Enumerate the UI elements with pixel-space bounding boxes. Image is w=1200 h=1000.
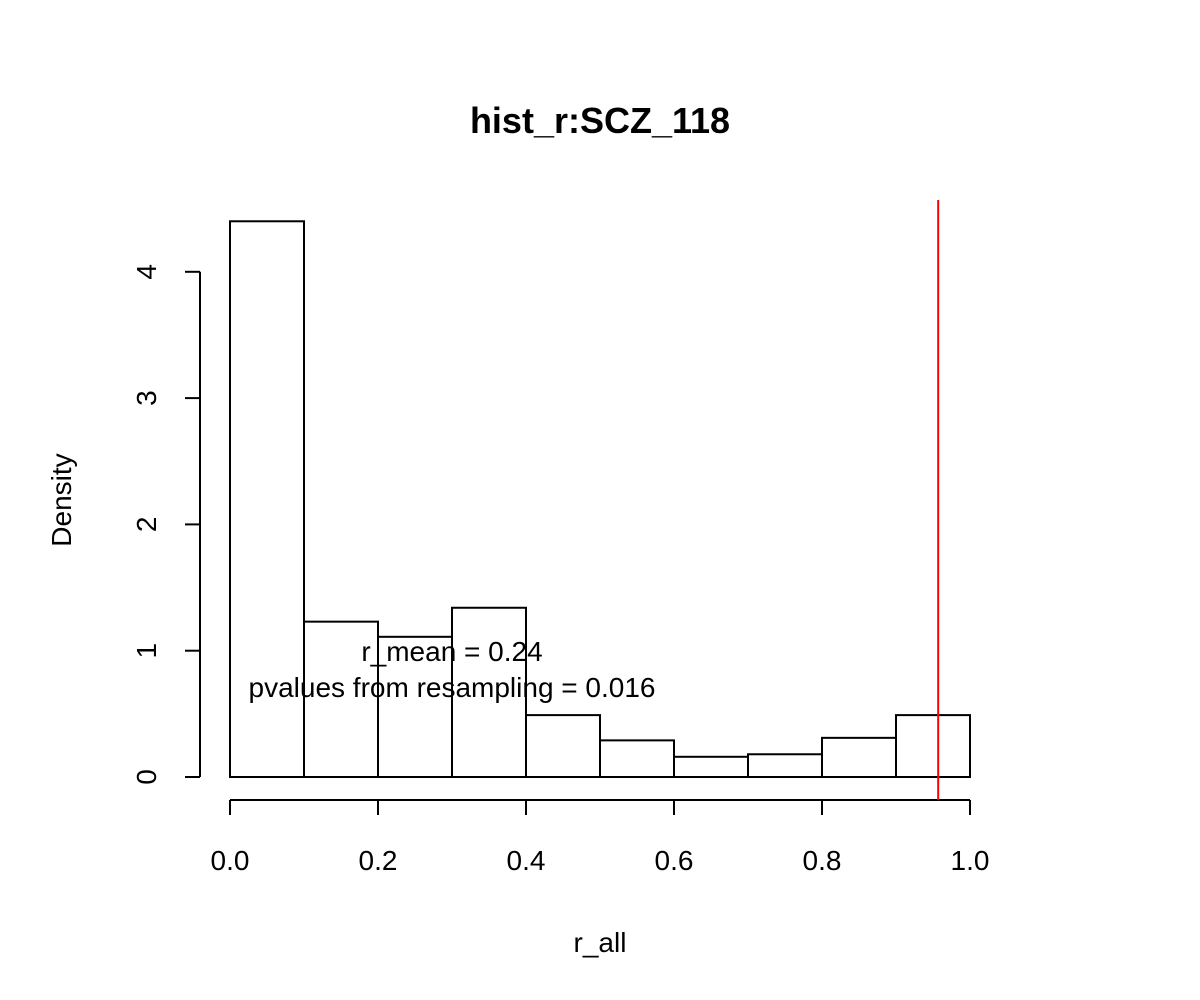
x-tick-label: 0.2 bbox=[359, 845, 398, 876]
x-tick-label: 0.8 bbox=[803, 845, 842, 876]
histogram-bar bbox=[303, 620, 379, 778]
histogram-bars bbox=[229, 220, 971, 778]
x-tick-label: 1.0 bbox=[951, 845, 990, 876]
y-tick-label: 1 bbox=[131, 643, 162, 659]
histogram-bar bbox=[377, 635, 453, 778]
y-axis-ticks: 0 1 2 3 4 bbox=[131, 264, 200, 785]
histogram-bar bbox=[451, 606, 527, 778]
histogram-bar bbox=[821, 736, 897, 778]
x-tick-label: 0.0 bbox=[211, 845, 250, 876]
histogram-bar bbox=[895, 714, 971, 778]
histogram-bar bbox=[525, 714, 601, 778]
y-tick-label: 2 bbox=[131, 517, 162, 533]
x-tick-label: 0.4 bbox=[507, 845, 546, 876]
histogram-bar bbox=[673, 755, 749, 778]
x-axis-ticks: 0.0 0.2 0.4 0.6 0.8 1.0 bbox=[211, 800, 990, 876]
y-tick-label: 0 bbox=[131, 769, 162, 785]
y-axis-label: Density bbox=[46, 453, 77, 546]
y-tick-label: 4 bbox=[131, 264, 162, 280]
histogram-bar bbox=[229, 220, 305, 778]
pvalue-annotation: pvalues from resampling = 0.016 bbox=[249, 672, 656, 703]
x-axis-label: r_all bbox=[574, 927, 627, 958]
y-tick-label: 3 bbox=[131, 390, 162, 406]
histogram-bar bbox=[599, 739, 675, 778]
chart-title: hist_r:SCZ_118 bbox=[470, 100, 730, 141]
x-tick-label: 0.6 bbox=[655, 845, 694, 876]
r-mean-annotation: r_mean = 0.24 bbox=[361, 636, 542, 667]
histogram-bar bbox=[747, 753, 823, 778]
